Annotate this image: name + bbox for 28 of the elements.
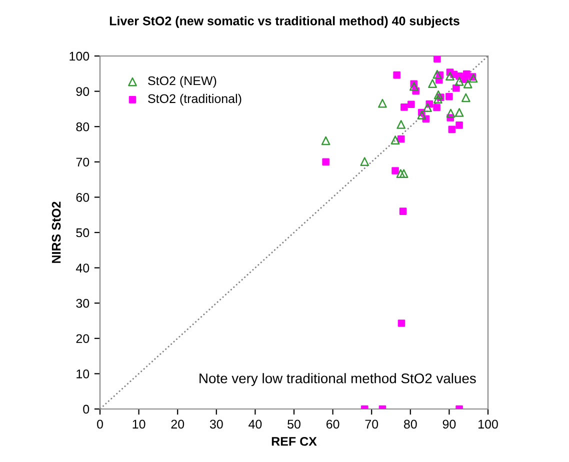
- x-tick-label: 80: [404, 420, 417, 429]
- y-axis-title: NIRS StO2: [52, 202, 61, 263]
- x-tick-label: 100: [478, 420, 498, 429]
- x-tick-label: 50: [288, 420, 300, 429]
- x-tick-label: 20: [171, 420, 184, 429]
- y-tick-label: 60: [76, 193, 90, 202]
- x-tick-label: 30: [210, 420, 223, 429]
- legend-label: StO2 (NEW): [148, 76, 216, 88]
- y-tick-label: 40: [76, 264, 90, 272]
- x-tick-label: 40: [248, 420, 262, 429]
- chart-title: Liver StO2 (new somatic vs traditional method) 40 subjects: [110, 16, 460, 28]
- x-axis-title: REF CX: [272, 436, 317, 446]
- x-tick-label: 90: [442, 420, 456, 429]
- x-tick-label: 70: [365, 420, 378, 429]
- y-tick-label: 80: [76, 122, 90, 132]
- x-tick-label: 60: [326, 420, 340, 429]
- y-tick-label: 0: [83, 404, 90, 414]
- y-tick-label: 30: [76, 298, 90, 308]
- x-tick-label: 0: [97, 420, 103, 429]
- y-tick-label: 100: [70, 52, 90, 61]
- y-tick-label: 50: [76, 228, 90, 238]
- legend-label: StO2 (traditional): [148, 94, 242, 106]
- y-tick-label: 10: [76, 370, 90, 378]
- y-tick-label: 90: [76, 87, 90, 96]
- x-tick-label: 10: [132, 420, 146, 429]
- y-tick-label: 70: [76, 158, 90, 167]
- annotation: Note very low traditional method StO2 values: [200, 373, 476, 386]
- y-tick-label: 20: [76, 334, 90, 344]
